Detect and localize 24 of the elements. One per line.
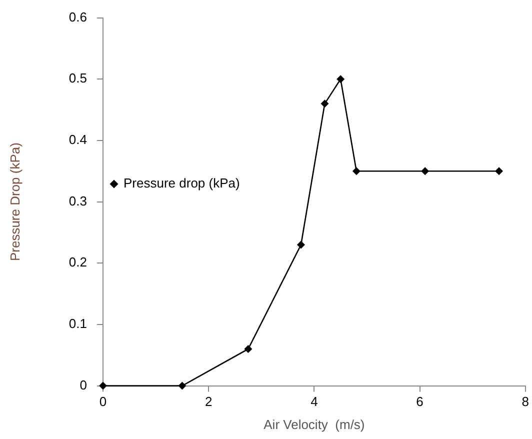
y-tick-label: 0.1 [68, 316, 87, 332]
y-tick-label: 0.6 [68, 9, 87, 24]
point [320, 100, 329, 108]
y-tick-label: 0.4 [68, 132, 87, 148]
legend-label: Pressure drop (kPa) [124, 176, 240, 191]
point [421, 167, 430, 176]
point [494, 167, 503, 176]
x-tick-label: 2 [204, 394, 212, 410]
y-tick-label: 0.3 [68, 193, 87, 208]
y-axis-title: Pressure Drop (kPa) [7, 142, 22, 262]
x-axis-title: Air Velocity (m/s) [264, 416, 365, 432]
point [352, 167, 360, 176]
point [336, 75, 345, 84]
point [296, 240, 305, 249]
y-tick-label: 0.5 [68, 70, 87, 86]
x-tick-label: 0 [99, 394, 107, 410]
x-tick-label: 8 [522, 394, 529, 410]
y-tick-label: 0.2 [68, 254, 87, 270]
point [99, 382, 107, 390]
point [244, 345, 252, 353]
y-tick-label: 0 [80, 377, 87, 392]
x-tick-label: 6 [416, 394, 424, 410]
x-tick-label: 4 [310, 394, 318, 410]
point [178, 382, 186, 390]
